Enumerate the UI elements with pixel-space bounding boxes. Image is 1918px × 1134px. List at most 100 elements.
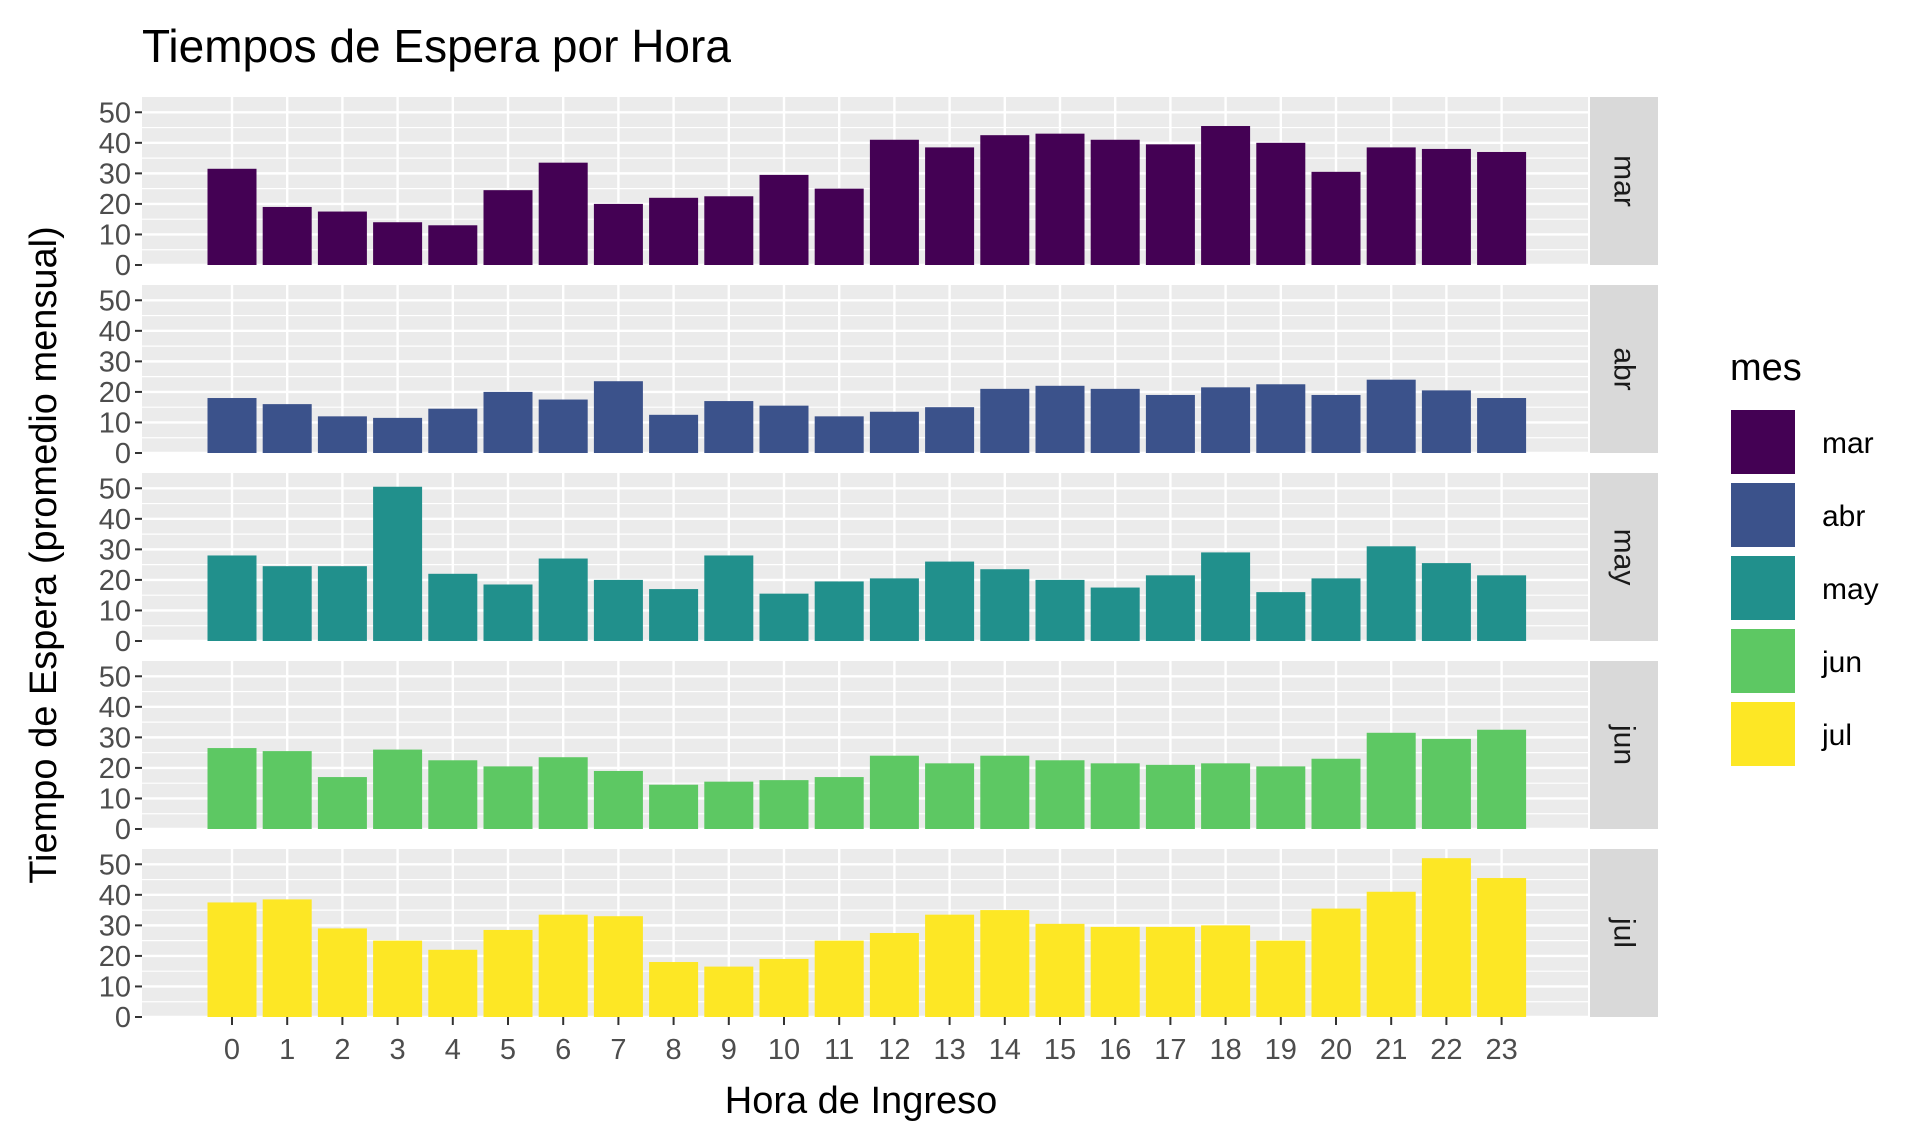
- bar-may-3: [373, 486, 423, 641]
- y-tick-label: 50: [99, 97, 131, 129]
- bar-jun-23: [1477, 729, 1527, 829]
- bar-may-13: [925, 561, 975, 641]
- bar-abr-18: [1201, 387, 1251, 453]
- bar-abr-15: [1035, 385, 1085, 453]
- bar-jul-20: [1311, 908, 1361, 1017]
- x-tick-label: 12: [878, 1034, 910, 1066]
- bar-may-18: [1201, 552, 1251, 641]
- facet-panels: 01020304050mar01020304050abr01020304050m…: [99, 97, 1658, 1034]
- y-tick-label: 50: [99, 661, 131, 693]
- facet-strip-label: abr: [1608, 347, 1641, 390]
- bar-may-2: [317, 566, 367, 641]
- bar-jul-8: [649, 962, 699, 1017]
- bar-jul-19: [1256, 940, 1306, 1017]
- x-tick-label: 4: [445, 1034, 461, 1066]
- bar-jun-21: [1366, 732, 1416, 829]
- bar-abr-7: [593, 381, 643, 453]
- bar-abr-17: [1145, 394, 1195, 453]
- facet-strip: [1590, 97, 1658, 265]
- bar-jul-16: [1090, 926, 1140, 1017]
- bar-jul-22: [1421, 858, 1471, 1017]
- bar-abr-16: [1090, 388, 1140, 453]
- bar-may-21: [1366, 546, 1416, 641]
- facet-strip: [1590, 285, 1658, 453]
- legend-key-abr: [1729, 481, 1797, 549]
- bar-jun-9: [704, 781, 754, 829]
- bar-mar-17: [1145, 144, 1195, 265]
- bar-mar-19: [1256, 142, 1306, 265]
- bar-may-9: [704, 555, 754, 641]
- bar-jul-3: [373, 940, 423, 1017]
- bar-mar-7: [593, 203, 643, 265]
- y-tick-label: 50: [99, 473, 131, 505]
- bar-abr-9: [704, 401, 754, 453]
- bar-mar-3: [373, 222, 423, 265]
- y-tick-label: 0: [115, 250, 131, 282]
- bar-may-4: [428, 573, 478, 641]
- bar-jul-9: [704, 966, 754, 1017]
- legend-key-jun: [1729, 627, 1797, 695]
- bar-abr-14: [980, 388, 1030, 453]
- bar-mar-18: [1201, 126, 1251, 265]
- y-tick-label: 20: [99, 565, 131, 597]
- bar-abr-21: [1366, 379, 1416, 453]
- legend-label-may: may: [1822, 573, 1879, 606]
- bar-jul-21: [1366, 891, 1416, 1017]
- y-tick-label: 30: [99, 158, 131, 190]
- bar-abr-11: [814, 416, 864, 453]
- facet-strip-label: may: [1608, 529, 1641, 586]
- bar-abr-3: [373, 417, 423, 453]
- y-tick-label: 50: [99, 285, 131, 317]
- bar-mar-2: [317, 211, 367, 265]
- y-tick-label: 40: [99, 692, 131, 724]
- bar-may-14: [980, 569, 1030, 641]
- bar-may-11: [814, 581, 864, 641]
- x-tick-label: 8: [666, 1034, 682, 1066]
- y-tick-label: 0: [115, 1002, 131, 1034]
- y-tick-label: 0: [115, 438, 131, 470]
- bar-jun-17: [1145, 764, 1195, 829]
- y-tick-label: 10: [99, 219, 131, 251]
- bar-abr-0: [207, 398, 257, 453]
- x-tick-label: 1: [279, 1034, 295, 1066]
- y-tick-label: 0: [115, 626, 131, 658]
- facet-strip-label: mar: [1608, 155, 1641, 207]
- bar-jul-0: [207, 902, 257, 1017]
- bar-may-22: [1421, 563, 1471, 641]
- bar-may-12: [869, 578, 919, 641]
- bar-mar-8: [649, 197, 699, 265]
- x-tick-label: 5: [500, 1034, 516, 1066]
- y-tick-label: 10: [99, 407, 131, 439]
- bar-may-8: [649, 589, 699, 641]
- bar-jul-15: [1035, 923, 1085, 1017]
- x-tick-label: 11: [824, 1034, 854, 1066]
- bar-mar-14: [980, 135, 1030, 265]
- facet-strip: [1590, 473, 1658, 641]
- bar-jun-1: [262, 751, 312, 829]
- bar-mar-6: [538, 162, 588, 265]
- bar-mar-0: [207, 168, 257, 265]
- bar-abr-5: [483, 391, 533, 453]
- bar-abr-22: [1421, 390, 1471, 453]
- bar-jul-1: [262, 899, 312, 1017]
- facet-strip: [1590, 661, 1658, 829]
- facet-strip-label: jul: [1608, 917, 1641, 948]
- x-tick-label: 20: [1320, 1034, 1352, 1066]
- bar-jun-18: [1201, 763, 1251, 829]
- y-tick-label: 50: [99, 849, 131, 881]
- bar-jun-13: [925, 763, 975, 829]
- bar-jul-14: [980, 910, 1030, 1017]
- facet-strip-label: jun: [1608, 724, 1641, 765]
- legend-key-may: [1729, 554, 1797, 622]
- legend-label-abr: abr: [1822, 500, 1865, 533]
- bar-may-10: [759, 593, 809, 641]
- bar-jul-12: [869, 933, 919, 1017]
- bar-mar-11: [814, 188, 864, 265]
- x-tick-label: 17: [1154, 1034, 1186, 1066]
- bar-jun-20: [1311, 758, 1361, 829]
- x-tick-label: 2: [334, 1034, 350, 1066]
